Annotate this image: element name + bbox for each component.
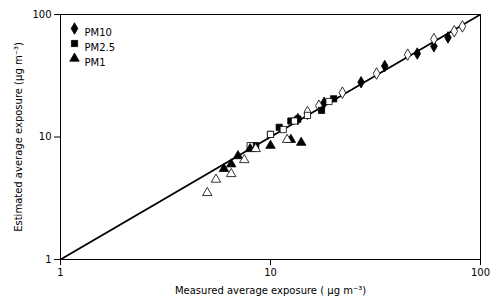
svg-text:PM2.5: PM2.5	[85, 42, 116, 53]
svg-text:10: 10	[264, 267, 277, 278]
svg-text:10: 10	[39, 131, 52, 142]
svg-text:PM1: PM1	[85, 57, 106, 68]
svg-text:1: 1	[45, 254, 51, 265]
svg-text:Measured average exposure ( μg: Measured average exposure ( μg m⁻³)	[175, 285, 366, 296]
svg-text:Estimated average exposure (μg: Estimated average exposure (μg m⁻³)	[13, 42, 24, 232]
svg-text:1: 1	[57, 267, 63, 278]
svg-text:100: 100	[32, 9, 51, 20]
svg-text:100: 100	[471, 267, 490, 278]
svg-text:PM10: PM10	[85, 27, 112, 38]
